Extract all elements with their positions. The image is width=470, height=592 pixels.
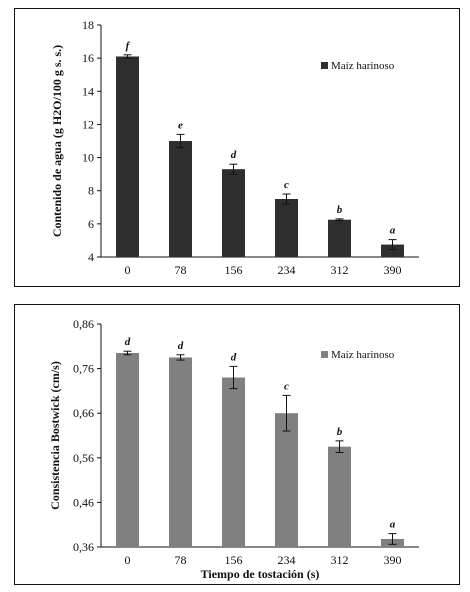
significance-letter: d [231,351,237,363]
significance-letter: a [390,225,396,237]
y-tick-label: 6 [88,217,94,231]
bar [328,446,351,547]
y-tick-label: 10 [82,151,94,165]
x-tick-label: 312 [331,553,349,567]
x-tick-label: 0 [125,553,131,567]
y-tick-label: 0,46 [73,495,94,509]
bar [275,199,298,257]
x-tick-label: 0 [125,263,131,277]
y-tick-label: 0,36 [73,540,94,554]
bar [222,169,245,257]
y-tick-label: 0,86 [73,317,94,331]
y-axis-title: Contenido de agua (g H2O/100 g s. s.) [50,45,64,237]
y-tick-label: 16 [82,51,94,65]
significance-letter: e [178,119,183,131]
y-tick-label: 0,66 [73,406,94,420]
significance-letter: b [337,204,343,216]
x-tick-label: 390 [384,263,402,277]
significance-letter: f [126,40,131,52]
significance-letter: b [337,426,343,438]
water-content-bar-chart: 4 6 8 10 12 14 16 18 f 0 e 78 d 156 c 234 b 312 a 390 Conten… [50,18,419,277]
legend-swatch [321,62,328,69]
x-tick-label: 234 [278,553,296,567]
y-tick-label: 8 [88,184,94,198]
bar [222,377,245,547]
significance-letter: d [178,340,184,352]
legend-label: Maíz harinoso [331,349,395,361]
legend-label: Maíz harinoso [331,60,395,72]
x-axis-title: Tiempo de tostación (s) [201,567,320,581]
bar [275,413,298,547]
chart-panel-water-content: 4 6 8 10 12 14 16 18 f 0 e 78 d 156 c 234 b 312 a 390 Conten… [14,8,460,287]
x-tick-label: 156 [225,553,243,567]
y-tick-label: 12 [82,117,94,131]
bar [169,357,192,547]
x-tick-label: 234 [278,263,296,277]
x-tick-label: 390 [384,553,402,567]
x-tick-label: 78 [175,553,187,567]
bar [116,352,139,547]
significance-letter: a [390,519,396,531]
significance-letter: c [284,380,289,392]
x-tick-label: 312 [331,263,349,277]
y-axis-title: Consistencia Bostwick (cm/s) [48,361,62,510]
x-tick-label: 156 [225,263,243,277]
bar [381,244,404,257]
y-tick-label: 18 [82,18,94,32]
significance-letter: d [125,336,131,348]
bar [169,141,192,257]
y-tick-label: 0,56 [73,451,94,465]
y-tick-label: 14 [82,84,94,98]
bar [116,56,139,257]
significance-letter: c [284,179,289,191]
significance-letter: d [231,149,237,161]
y-tick-label: 4 [88,250,94,264]
bostwick-consistency-bar-chart: 0,36 0,46 0,56 0,66 0,76 0,86 d 0 d 78 d 156 c 234 b 31… [48,317,419,581]
x-tick-label: 78 [175,263,187,277]
bar [328,219,351,257]
y-tick-label: 0,76 [73,362,94,376]
chart-panel-bostwick-consistency: 0,36 0,46 0,56 0,66 0,76 0,86 d 0 d 78 d 156 c 234 b 31… [14,304,460,585]
legend-swatch [321,351,328,358]
